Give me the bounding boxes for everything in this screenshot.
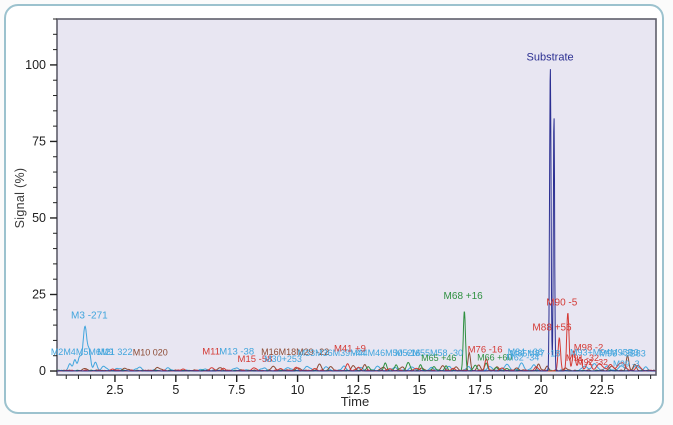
peak-label: M10 020 [133,348,168,358]
y-tick-label: 100 [25,58,46,72]
plot-area [56,18,657,376]
x-tick-label: 7.5 [228,383,245,397]
peak-label: M41 +9 [334,343,366,354]
peak-label: M93+M94M95B3 [570,348,639,358]
peak-label: M52M55M58 -30 [395,348,463,358]
y-axis-title: Signal (%) [13,167,27,229]
peak-label: M90 -5 [546,298,578,309]
peak-label: M65 +46 [421,353,456,363]
y-tick-label: 50 [32,211,46,225]
peak-label: M33M36M39 -44 [298,348,366,358]
peak-label: M11 [202,346,220,357]
peak-label: M88 +56 [532,323,572,334]
peak-label: M98 -2 [574,343,604,354]
peak-label: M66 +60 [477,352,512,362]
x-tick-label: 20 [534,383,548,397]
peak-label: M85M87 -18 [510,348,561,358]
x-tick-label: 12.5 [346,383,370,397]
trace-substrate [57,69,656,372]
peak-label: M76 -16 [468,344,503,355]
peak-label: M2M4M5M6M9 [51,347,114,357]
peak-label: M91 -32 [566,353,599,363]
x-tick-label: 22.5 [590,383,614,397]
x-tick-label: 5 [172,383,179,397]
peak-label: M21 322 [97,347,132,357]
peak-label: M92 -32 [577,357,608,367]
x-tick-label: 2.5 [106,383,123,397]
x-tick-label: 17.5 [468,383,492,397]
y-tick-label: 25 [32,287,46,301]
peak-label: M96 +3B83 [599,349,645,359]
peak-label: M16M18M29 -22 [261,347,329,357]
peak-label: M99 -3 [613,358,640,368]
y-tick-label: 75 [32,134,46,148]
peak-label: M44M46M50 +16 [350,348,420,358]
x-axis-title: Time [340,394,370,409]
peak-label: M30+253 [264,354,302,364]
peak-label: M3 -271 [71,310,108,321]
peak-label: M84 +36 [508,347,543,357]
peak-label: Substrate [527,51,574,63]
peak-label: M15 -58 [238,354,273,365]
x-tick-label: 15 [412,383,426,397]
peak-label: M13 -38 [219,346,254,357]
peak-label: M62 -34 [506,353,539,363]
x-tick-label: 10 [291,383,305,397]
y-tick-label: 0 [39,364,46,378]
peak-label: M68 +16 [444,291,484,302]
